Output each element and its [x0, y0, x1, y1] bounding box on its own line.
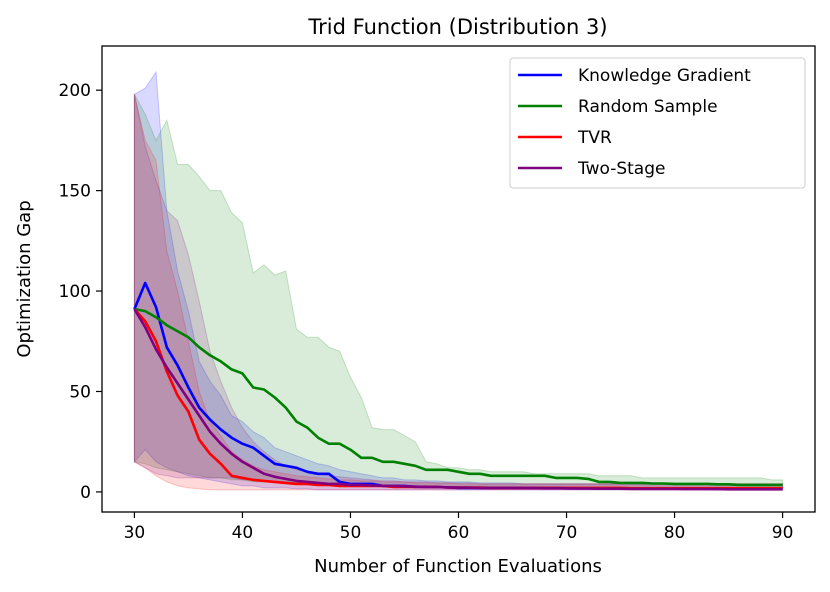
chart-title: Trid Function (Distribution 3): [307, 15, 607, 39]
line-random-sample: [134, 307, 783, 487]
y-tick-label: 150: [59, 182, 91, 202]
x-tick-label: 90: [772, 523, 794, 543]
y-tick-label: 0: [80, 483, 91, 503]
legend: Knowledge Gradient Random Sample TVR Two-St…: [509, 57, 806, 189]
y-axis-label: Optimization Gap: [14, 200, 35, 357]
x-tick-label: 30: [124, 523, 146, 543]
x-axis-label: Number of Function Evaluations: [314, 556, 602, 577]
x-tick-label: 70: [556, 523, 578, 543]
x-axis-ticks: 30 40 50 60 70 80 90: [124, 512, 794, 543]
legend-box: [509, 57, 806, 189]
y-tick-label: 100: [59, 282, 91, 302]
x-tick-label: 50: [340, 523, 362, 543]
x-tick-label: 80: [664, 523, 686, 543]
y-tick-label: 200: [59, 81, 91, 101]
x-tick-label: 40: [232, 523, 254, 543]
legend-label-two-stage: Two-Stage: [577, 159, 665, 179]
series-lines: [133, 281, 783, 491]
legend-label-knowledge-gradient: Knowledge Gradient: [578, 66, 751, 86]
x-tick-label: 60: [448, 523, 470, 543]
y-axis-ticks: 0 50 100 150 200: [59, 81, 102, 503]
legend-label-tvr: TVR: [577, 128, 612, 148]
line-two-stage: [133, 308, 783, 491]
y-tick-label: 50: [69, 382, 91, 402]
legend-label-random-sample: Random Sample: [578, 97, 718, 117]
